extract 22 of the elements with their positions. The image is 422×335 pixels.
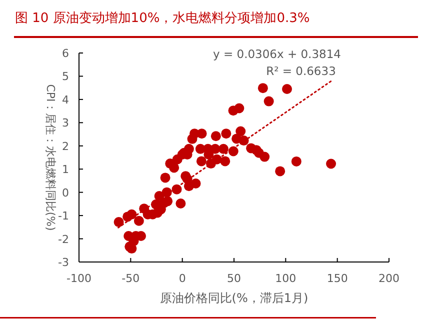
x-tick-label: 100: [275, 272, 296, 285]
y-tick-label: 0: [62, 186, 69, 200]
x-tick-label: 50: [227, 272, 241, 285]
annotation: R² = 0.6633: [266, 64, 336, 78]
y-tick-label: 4: [62, 93, 69, 106]
x-tick-label: 150: [326, 272, 348, 285]
x-tick-label: -50: [122, 272, 140, 285]
y-tick-label: 1: [62, 163, 69, 176]
annotation: y = 0.0306x + 0.3814: [213, 47, 341, 61]
y-tick-label: 5: [62, 70, 69, 84]
x-axis-title: 原油价格同比(%，滞后1月): [160, 291, 308, 305]
y-tick-label: 6: [62, 47, 69, 60]
y-tick-label: -2: [58, 232, 69, 246]
x-tick-label: 0: [178, 272, 186, 285]
y-axis-title: CPI：居住：水电燃料同比(%): [44, 84, 57, 231]
y-tick-label: 3: [62, 116, 69, 130]
y-tick-label: -1: [58, 210, 69, 223]
y-tick-label: -3: [58, 256, 69, 269]
x-tick-label: -100: [66, 272, 92, 285]
x-tick-label: 200: [378, 272, 400, 285]
y-tick-label: 2: [62, 140, 69, 153]
chart-title: 图 10 原油变动增加10%，水电燃料分项增加0.3%: [15, 11, 310, 26]
